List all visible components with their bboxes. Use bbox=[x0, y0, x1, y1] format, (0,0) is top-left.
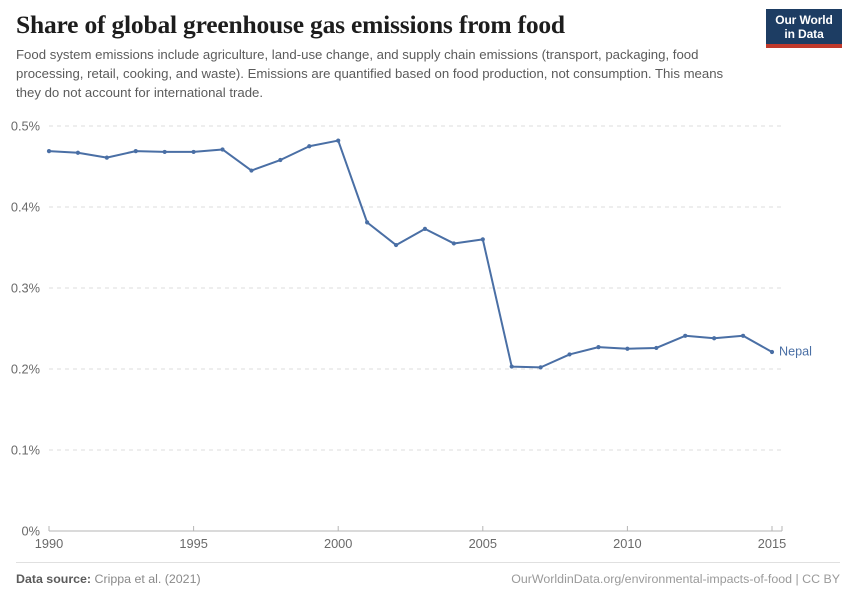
chart-header: Share of global greenhouse gas emissions… bbox=[16, 10, 756, 103]
x-axis-tick-label: 2000 bbox=[324, 536, 352, 551]
data-point-marker[interactable] bbox=[249, 168, 254, 173]
page-title: Share of global greenhouse gas emissions… bbox=[16, 10, 565, 39]
series-label-nepal[interactable]: Nepal bbox=[779, 344, 812, 358]
data-point-marker[interactable] bbox=[712, 336, 717, 341]
series-line[interactable] bbox=[48, 139, 773, 369]
data-point-marker[interactable] bbox=[365, 220, 370, 225]
data-point-marker[interactable] bbox=[75, 150, 81, 155]
y-axis-tick-labels: 0% 0.1% 0.2% 0.3% 0.4% 0.5% bbox=[11, 119, 40, 539]
attribution-link[interactable]: OurWorldinData.org/environmental-impacts… bbox=[511, 572, 840, 586]
data-point-marker[interactable] bbox=[538, 365, 543, 370]
data-source-value: Crippa et al. (2021) bbox=[94, 572, 201, 586]
data-point-marker[interactable] bbox=[740, 333, 746, 338]
y-axis-tick-label: 0.2% bbox=[11, 362, 40, 377]
x-axis-tick-label: 2015 bbox=[758, 536, 786, 551]
data-point-marker[interactable] bbox=[422, 226, 428, 231]
data-point-marker[interactable] bbox=[191, 149, 196, 155]
chart-footer: Data source: Crippa et al. (2021) OurWor… bbox=[16, 562, 840, 602]
logo-line-2: in Data bbox=[784, 27, 824, 42]
our-world-in-data-logo[interactable]: Our World in Data bbox=[766, 9, 842, 49]
data-point-marker[interactable] bbox=[451, 241, 456, 246]
data-point-marker[interactable] bbox=[480, 237, 485, 242]
series-labels-group: Nepal bbox=[779, 344, 812, 358]
logo-line-1: Our World bbox=[775, 13, 833, 27]
data-point-marker[interactable] bbox=[336, 138, 341, 143]
gridlines-group bbox=[49, 125, 782, 451]
data-point-marker[interactable] bbox=[567, 352, 572, 357]
y-axis-tick-label: 0.1% bbox=[11, 443, 40, 458]
y-axis-tick-label: 0.5% bbox=[11, 119, 40, 134]
data-point-marker[interactable] bbox=[104, 155, 109, 160]
data-point-marker[interactable] bbox=[596, 345, 601, 350]
series-lines-group bbox=[48, 139, 773, 369]
x-axis-tick-labels: 1990 1995 2000 2005 2010 2015 bbox=[35, 536, 786, 551]
x-axis-tick-label: 2010 bbox=[613, 536, 641, 551]
y-axis-tick-label: 0.4% bbox=[11, 200, 40, 215]
data-point-marker[interactable] bbox=[220, 147, 225, 152]
data-point-marker[interactable] bbox=[509, 364, 514, 369]
data-point-marker[interactable] bbox=[393, 242, 399, 248]
x-axis-group bbox=[48, 526, 783, 532]
data-point-marker[interactable] bbox=[133, 149, 138, 154]
x-axis-tick-label: 1990 bbox=[35, 536, 63, 551]
series-markers-group bbox=[46, 138, 775, 370]
x-axis-tick-label: 2005 bbox=[469, 536, 497, 551]
y-axis-tick-label: 0% bbox=[22, 524, 41, 539]
data-point-marker[interactable] bbox=[683, 333, 688, 338]
data-point-marker[interactable] bbox=[162, 149, 167, 155]
data-point-marker[interactable] bbox=[307, 144, 312, 149]
data-point-marker[interactable] bbox=[625, 346, 630, 351]
data-source: Data source: Crippa et al. (2021) bbox=[16, 572, 201, 586]
data-point-marker[interactable] bbox=[278, 157, 283, 163]
data-source-label: Data source: bbox=[16, 572, 92, 586]
data-point-marker[interactable] bbox=[654, 345, 659, 351]
data-point-marker[interactable] bbox=[46, 149, 52, 154]
chart-subtitle: Food system emissions include agricultur… bbox=[16, 47, 724, 100]
x-axis-tick-label: 1995 bbox=[179, 536, 207, 551]
y-axis-tick-label: 0.3% bbox=[11, 281, 40, 296]
data-point-marker[interactable] bbox=[769, 349, 775, 355]
